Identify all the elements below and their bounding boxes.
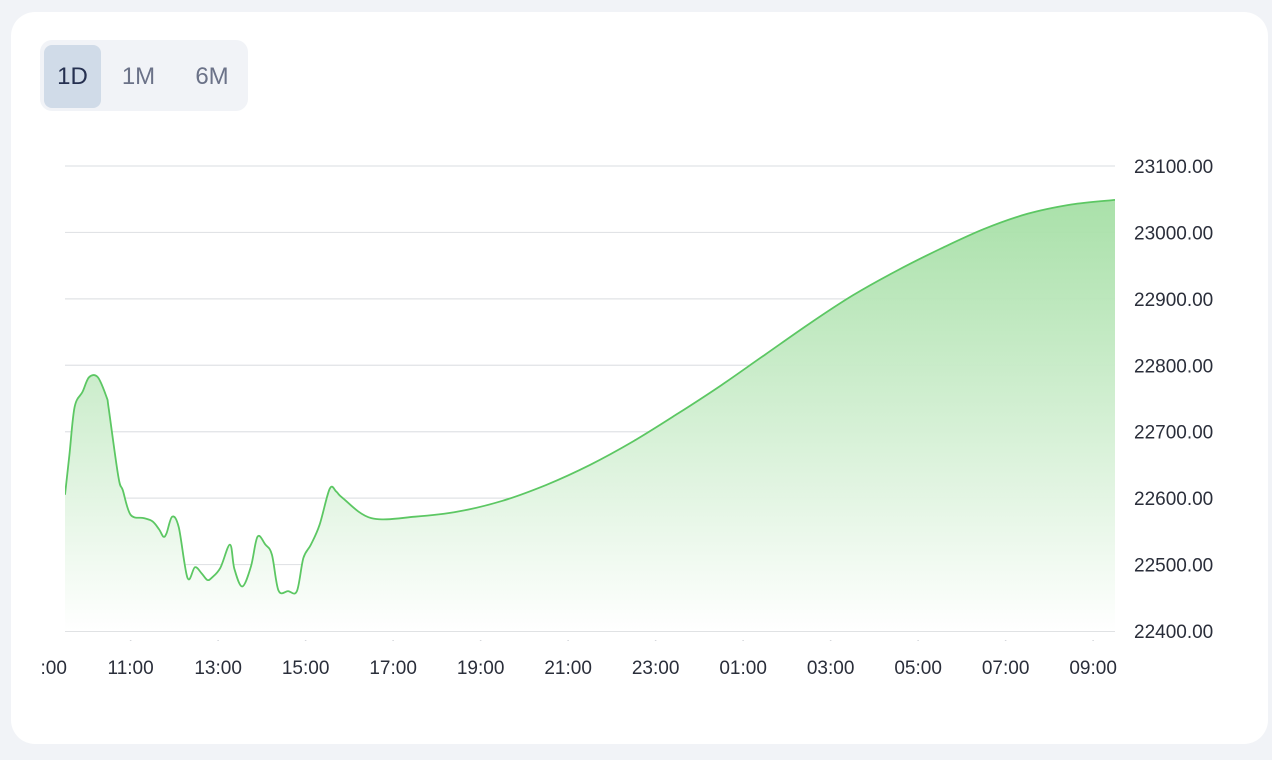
x-tick-label: 09:00 bbox=[19, 658, 67, 679]
y-tick-label: 22500.00 bbox=[1134, 556, 1213, 577]
y-tick-label: 22800.00 bbox=[1134, 356, 1213, 377]
x-tick-label: 07:00 bbox=[982, 658, 1030, 679]
x-tick-label: 23:00 bbox=[632, 658, 680, 679]
tab-6m[interactable]: 6M bbox=[179, 45, 245, 108]
y-tick-label: 23100.00 bbox=[1134, 157, 1213, 178]
x-tick-label: 09:00 bbox=[1069, 658, 1117, 679]
tab-1d[interactable]: 1D bbox=[44, 45, 101, 108]
y-axis: 22400.00 22500.00 22600.00 22700.00 22800.00… bbox=[1134, 157, 1213, 643]
x-tick-label: 19:00 bbox=[457, 658, 505, 679]
x-tick-label: 13:00 bbox=[194, 658, 242, 679]
price-line bbox=[65, 199, 1115, 595]
x-axis: 09:00 11:00 13:00 15:00 17:00 19:00 21:00 23:00… bbox=[19, 640, 1117, 679]
price-area-fill bbox=[65, 199, 1115, 631]
y-tick-label: 22600.00 bbox=[1134, 489, 1213, 510]
x-tick-label: 11:00 bbox=[108, 658, 154, 679]
y-tick-label: 23000.00 bbox=[1134, 223, 1213, 244]
x-tick-label: 05:00 bbox=[894, 658, 942, 679]
x-tick-label: 01:00 bbox=[719, 658, 767, 679]
x-tick-label: 15:00 bbox=[282, 658, 330, 679]
time-range-selector: 1D 1M 6M bbox=[40, 40, 248, 111]
x-tick-label: 21:00 bbox=[544, 658, 592, 679]
x-tick-label: 03:00 bbox=[807, 658, 855, 679]
x-tick-label: 17:00 bbox=[369, 658, 417, 679]
y-tick-label: 22700.00 bbox=[1134, 423, 1213, 444]
tab-1m[interactable]: 1M bbox=[110, 45, 167, 108]
y-tick-label: 22900.00 bbox=[1134, 290, 1213, 311]
y-tick-label: 22400.00 bbox=[1134, 622, 1213, 643]
